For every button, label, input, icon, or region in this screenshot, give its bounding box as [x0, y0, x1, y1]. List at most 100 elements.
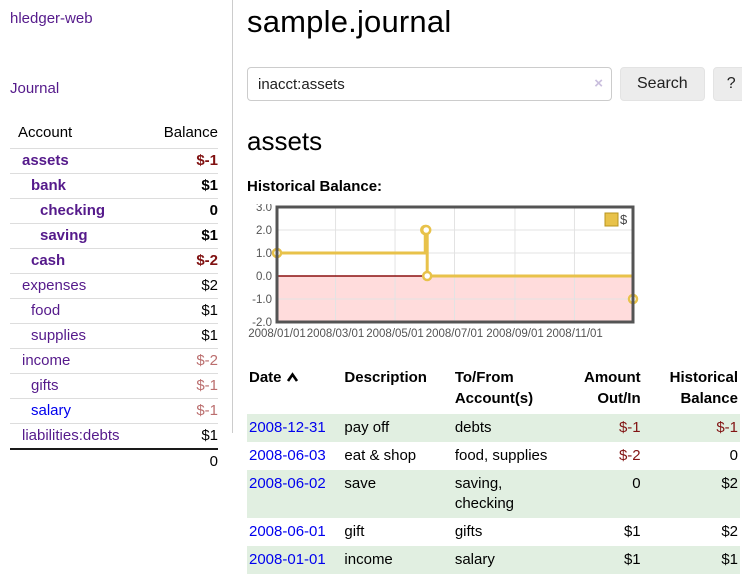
svg-text:2.0: 2.0: [256, 225, 272, 237]
account-balance: $1: [201, 427, 218, 444]
accounts-total-row: 0: [10, 448, 218, 474]
account-balance: 0: [209, 202, 218, 219]
register-col-date[interactable]: Date: [247, 365, 342, 414]
register-row: 2008-06-02 save saving, checking 0 $2: [247, 470, 740, 518]
transaction-description: pay off: [344, 419, 390, 436]
account-row: bank $1: [10, 173, 218, 199]
transaction-accounts: debts: [454, 419, 492, 436]
account-heading: assets: [247, 126, 323, 156]
sidebar-item-journal[interactable]: Journal: [10, 80, 60, 97]
chart-section-label: Historical Balance:: [247, 178, 383, 195]
accounts-table: Account Balance assets $-1 bank $1 check…: [10, 121, 218, 474]
transaction-description: income: [344, 551, 393, 568]
search-input[interactable]: [247, 67, 612, 101]
help-button[interactable]: ?: [712, 67, 742, 101]
account-row: food $1: [10, 298, 218, 324]
transaction-accounts: saving, checking: [454, 475, 515, 512]
transaction-date-link[interactable]: 2008-06-02: [249, 475, 326, 492]
transaction-description: save: [344, 475, 377, 492]
account-balance: $-2: [196, 352, 218, 369]
sidebar: hledger-web Journal Account Balance asse…: [0, 0, 232, 474]
account-row: cash $-2: [10, 248, 218, 274]
account-link-supplies[interactable]: supplies: [31, 327, 87, 344]
register-row: 2008-12-31 pay off debts $-1 $-1: [247, 414, 740, 442]
svg-text:0.0: 0.0: [256, 271, 272, 283]
search-button[interactable]: Search: [620, 67, 705, 101]
sidebar-divider: [232, 0, 233, 433]
account-balance: $-1: [196, 377, 218, 394]
account-balance: $-1: [196, 152, 218, 169]
account-row: checking 0: [10, 198, 218, 224]
accounts-col-account: Account: [18, 124, 73, 141]
clear-search-icon[interactable]: ×: [594, 75, 603, 92]
accounts-total: 0: [142, 448, 218, 474]
svg-text:2008/07/01: 2008/07/01: [426, 328, 484, 340]
account-row: expenses $2: [10, 273, 218, 299]
register-col-balance: Historical Balance: [669, 369, 738, 407]
account-row: salary $-1: [10, 398, 218, 424]
account-link-saving[interactable]: saving: [40, 227, 88, 244]
svg-text:2008/11/01: 2008/11/01: [546, 328, 603, 340]
account-row: assets $-1: [10, 148, 218, 174]
svg-text:-1.0: -1.0: [252, 294, 272, 306]
svg-text:1.0: 1.0: [256, 248, 272, 260]
svg-text:3.0: 3.0: [256, 204, 272, 214]
transaction-amount: $-1: [618, 419, 641, 436]
historical-balance-chart: 2008/01/01 2008/03/01 2008/05/01 2008/07/01…: [247, 202, 740, 348]
account-balance: $2: [201, 277, 218, 294]
account-row: gifts $-1: [10, 373, 218, 399]
transaction-accounts: gifts: [454, 523, 483, 540]
transaction-amount: 0: [632, 475, 641, 492]
account-balance: $1: [201, 177, 218, 194]
accounts-col-balance: Balance: [163, 124, 218, 141]
transaction-balance: $2: [721, 523, 738, 540]
account-link-checking[interactable]: checking: [40, 202, 106, 219]
account-link-salary[interactable]: salary: [31, 402, 72, 419]
account-link-gifts[interactable]: gifts: [31, 377, 59, 394]
register-col-amount: Amount Out/In: [583, 369, 641, 407]
svg-text:-2.0: -2.0: [252, 317, 272, 329]
transaction-amount: $1: [623, 551, 641, 568]
transaction-balance: 0: [729, 447, 738, 464]
svg-text:2008/03/01: 2008/03/01: [307, 328, 365, 340]
account-balance: $1: [201, 327, 218, 344]
chart-canvas: 2008/01/01 2008/03/01 2008/05/01 2008/07/01…: [248, 202, 639, 340]
transaction-description: eat & shop: [344, 447, 417, 464]
transaction-balance: $-1: [716, 419, 738, 436]
transaction-balance: $2: [721, 475, 738, 492]
account-link-cash[interactable]: cash: [31, 252, 66, 269]
account-row: liabilities:debts $1: [10, 423, 218, 450]
account-link-assets[interactable]: assets: [22, 152, 69, 169]
transaction-amount: $1: [623, 523, 641, 540]
register-col-accounts: To/From Account(s): [454, 369, 534, 407]
account-row: saving $1: [10, 223, 218, 249]
search-form: × Search ?: [247, 67, 742, 101]
svg-text:2008/05/01: 2008/05/01: [366, 328, 424, 340]
transaction-date-link[interactable]: 2008-06-01: [249, 523, 326, 540]
svg-text:2008/01/01: 2008/01/01: [248, 328, 306, 340]
register-table: Date Description To/From Account(s) Amou…: [247, 365, 740, 574]
account-link-bank[interactable]: bank: [31, 177, 67, 194]
app-brand-link[interactable]: hledger-web: [10, 10, 93, 27]
register-row: 2008-01-01 income salary $1 $1: [247, 546, 740, 574]
svg-text:$: $: [620, 212, 628, 227]
account-link-expenses[interactable]: expenses: [22, 277, 87, 294]
transaction-date-link[interactable]: 2008-12-31: [249, 419, 326, 436]
account-link-liabilities-debts[interactable]: liabilities:debts: [22, 427, 120, 444]
transaction-date-link[interactable]: 2008-06-03: [249, 447, 326, 464]
register-row: 2008-06-03 eat & shop food, supplies $-2…: [247, 442, 740, 470]
account-row: supplies $1: [10, 323, 218, 349]
account-link-food[interactable]: food: [31, 302, 61, 319]
sort-asc-icon: [286, 368, 299, 389]
transaction-date-link[interactable]: 2008-01-01: [249, 551, 326, 568]
transaction-accounts: salary: [454, 551, 495, 568]
account-link-income[interactable]: income: [22, 352, 71, 369]
transaction-description: gift: [344, 523, 365, 540]
main-content: sample.journal × Search ? assets Histori…: [247, 0, 742, 574]
svg-text:2008/09/01: 2008/09/01: [486, 328, 544, 340]
transaction-balance: $1: [721, 551, 738, 568]
account-balance: $1: [201, 302, 218, 319]
account-balance: $-1: [196, 402, 218, 419]
page-title: sample.journal: [247, 4, 452, 39]
register-row: 2008-06-01 gift gifts $1 $2: [247, 518, 740, 546]
